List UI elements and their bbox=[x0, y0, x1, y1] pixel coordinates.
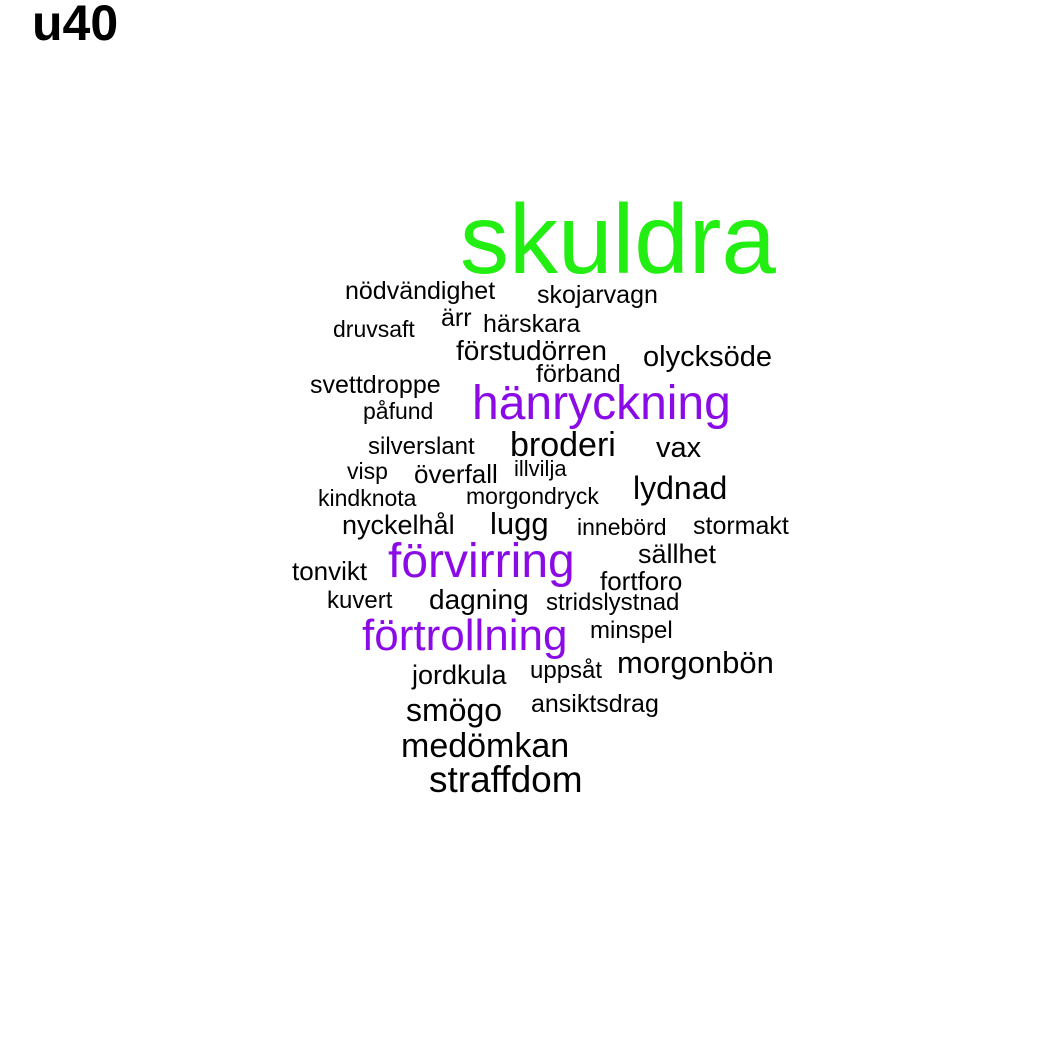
word-morgonbon: morgonbön bbox=[617, 645, 774, 680]
word-overfall: överfall bbox=[414, 459, 498, 489]
word-broderi: broderi bbox=[510, 426, 616, 464]
word-stridslystnad: stridslystnad bbox=[546, 589, 680, 616]
word-forband: förband bbox=[536, 360, 621, 388]
word-arr: ärr bbox=[441, 304, 472, 332]
word-hanryckning: hänryckning bbox=[472, 377, 731, 430]
word-illvilja: illvilja bbox=[514, 456, 567, 481]
word-vax: vax bbox=[656, 432, 702, 464]
word-skojarvagn: skojarvagn bbox=[537, 281, 658, 309]
word-tonvikt: tonvikt bbox=[292, 556, 368, 586]
word-fortforo: fortforo bbox=[600, 566, 683, 596]
word-forstudorren: förstudörren bbox=[456, 335, 607, 366]
word-medomkan: medömkan bbox=[401, 727, 570, 765]
word-dagning: dagning bbox=[429, 584, 529, 615]
page-title: u40 bbox=[32, 0, 119, 51]
word-skuldra: skuldra bbox=[460, 184, 776, 294]
word-lydnad: lydnad bbox=[633, 470, 728, 506]
word-svettdroppe: svettdroppe bbox=[310, 371, 441, 399]
word-pafund: påfund bbox=[363, 398, 434, 424]
word-silverslant: silverslant bbox=[368, 433, 475, 460]
word-lugg: lugg bbox=[490, 506, 549, 541]
word-kindknota: kindknota bbox=[318, 485, 417, 511]
word-olyckssode: olycksöde bbox=[643, 341, 772, 373]
word-kuvert: kuvert bbox=[327, 587, 393, 614]
word-nyckelhal: nyckelhål bbox=[342, 510, 455, 540]
word-ansiktsdrag: ansiktsdrag bbox=[531, 690, 659, 718]
word-uppsat: uppsåt bbox=[530, 657, 603, 684]
word-stormakt: stormakt bbox=[693, 512, 789, 540]
word-minspel: minspel bbox=[590, 617, 673, 644]
word-fortrollning: förtrollning bbox=[362, 611, 568, 660]
word-harskara: härskara bbox=[483, 310, 581, 338]
word-morgondryck: morgondryck bbox=[466, 483, 599, 509]
word-sallhet: sällhet bbox=[638, 539, 717, 569]
word-druvsaft: druvsaft bbox=[333, 316, 415, 342]
word-innebord: innebörd bbox=[577, 514, 667, 540]
word-smogo: smögo bbox=[406, 692, 503, 728]
word-forvirring: förvirring bbox=[388, 535, 575, 588]
word-nodvandighet: nödvändighet bbox=[345, 277, 496, 305]
word-jordkula: jordkula bbox=[412, 660, 507, 690]
word-visp: visp bbox=[347, 458, 388, 484]
word-straffdom: straffdom bbox=[429, 759, 583, 800]
